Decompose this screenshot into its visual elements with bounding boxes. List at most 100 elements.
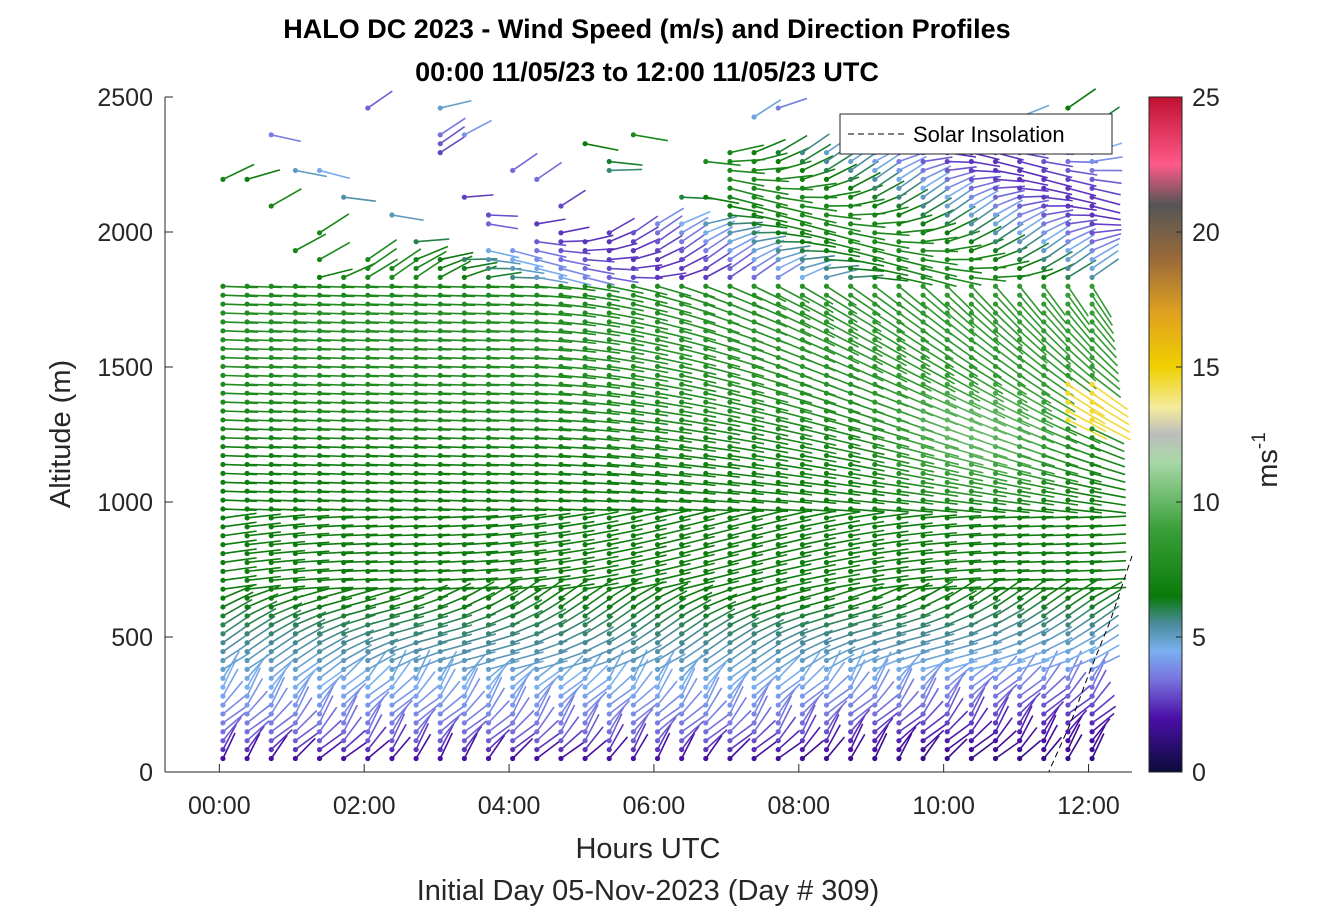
wind-barb-point — [872, 328, 878, 334]
wind-barb — [971, 445, 1008, 459]
wind-barb-point — [679, 461, 685, 468]
wind-barb-point — [485, 595, 492, 601]
wind-barb — [922, 186, 951, 207]
wind-barb-point — [727, 230, 733, 236]
wind-barb-point — [341, 390, 347, 396]
wind-barb-point — [1041, 452, 1047, 459]
wind-barb-point — [413, 417, 419, 423]
wind-barb — [729, 285, 763, 302]
wind-barb — [705, 454, 741, 461]
wind-barb — [1091, 383, 1128, 411]
wind-barb — [946, 180, 975, 198]
wind-barb-point — [944, 319, 950, 325]
wind-barb — [536, 732, 561, 751]
wind-barb-point — [727, 363, 733, 370]
wind-barb — [222, 481, 258, 485]
wind-barb — [1067, 481, 1102, 491]
wind-barb — [247, 436, 282, 440]
wind-barb-point — [872, 559, 878, 566]
wind-barb-point — [1065, 559, 1071, 566]
wind-barb-point — [992, 221, 999, 227]
wind-barb — [681, 720, 705, 742]
wind-barb — [584, 267, 615, 275]
wind-barb — [440, 481, 475, 485]
wind-barb — [391, 490, 426, 494]
wind-barb-point — [220, 586, 226, 592]
wind-barb-point — [413, 372, 419, 378]
wind-barb — [705, 428, 741, 436]
wind-barb — [729, 722, 755, 742]
wind-barb — [247, 410, 283, 414]
wind-barb-point — [582, 640, 588, 646]
wind-barb — [970, 383, 1005, 403]
wind-barb — [1019, 524, 1054, 528]
wind-barb — [511, 685, 527, 715]
wind-barb-point — [485, 675, 492, 681]
wind-barb — [1043, 294, 1067, 325]
wind-barb — [391, 285, 427, 289]
wind-barb — [488, 590, 519, 608]
wind-barb — [416, 383, 452, 387]
wind-barb — [729, 401, 765, 411]
wind-barb-point — [654, 533, 661, 539]
wind-barb-point — [799, 346, 805, 352]
wind-barb-point — [413, 577, 419, 583]
wind-barb-point — [727, 372, 733, 378]
wind-barb — [222, 419, 258, 422]
wind-barb — [850, 574, 885, 582]
wind-barb — [802, 508, 837, 513]
wind-barb-point — [558, 372, 564, 378]
wind-barb-point — [799, 452, 805, 459]
wind-barb-point — [437, 132, 443, 138]
wind-barb-point — [703, 381, 709, 387]
wind-barb — [294, 641, 323, 662]
wind-barb-point — [534, 488, 540, 494]
wind-barb — [367, 524, 402, 528]
wind-barb-point — [389, 417, 395, 423]
wind-barb-point — [534, 542, 540, 548]
wind-barb-point — [679, 221, 685, 227]
wind-barb — [946, 579, 977, 599]
wind-barb — [1043, 636, 1073, 653]
wind-barb — [367, 454, 403, 458]
wind-barb — [1091, 463, 1126, 476]
wind-barb — [705, 241, 731, 261]
wind-barb — [850, 410, 885, 423]
wind-barb-point — [1041, 381, 1047, 387]
wind-barb-point — [848, 693, 854, 699]
wind-barb-point — [654, 221, 661, 227]
wind-barb-point — [1041, 506, 1047, 512]
wind-barb — [367, 247, 398, 270]
wind-barb-point — [606, 319, 612, 325]
wind-barb-point — [679, 711, 685, 717]
wind-barb — [367, 347, 404, 351]
wind-barb-point — [461, 746, 467, 753]
wind-barb-point — [1065, 337, 1071, 343]
wind-barb-point — [365, 292, 371, 298]
wind-barb — [1019, 392, 1053, 413]
wind-barb-point — [534, 452, 540, 459]
wind-barb-point — [510, 506, 516, 512]
wind-barb — [1043, 401, 1077, 421]
wind-barb-point — [848, 738, 854, 744]
wind-barb — [705, 226, 734, 243]
wind-barb-point — [775, 711, 781, 717]
wind-barb-point — [823, 203, 830, 209]
wind-barb — [1091, 196, 1121, 206]
wind-barb — [994, 321, 1023, 347]
wind-barb-point — [292, 292, 298, 298]
wind-barb-point — [606, 399, 612, 405]
wind-barb-point — [316, 666, 323, 673]
wind-barb-point — [389, 577, 395, 583]
wind-barb — [608, 217, 635, 234]
wind-barb — [632, 695, 659, 715]
wind-barb-point — [485, 354, 492, 361]
wind-barb-point — [292, 470, 298, 476]
wind-barb-point — [992, 435, 999, 441]
wind-barb-point — [896, 435, 902, 441]
wind-barb-point — [679, 256, 685, 263]
wind-barb-point — [437, 488, 443, 494]
wind-barb — [391, 736, 411, 760]
wind-barb — [657, 207, 685, 225]
wind-barb — [416, 533, 451, 537]
